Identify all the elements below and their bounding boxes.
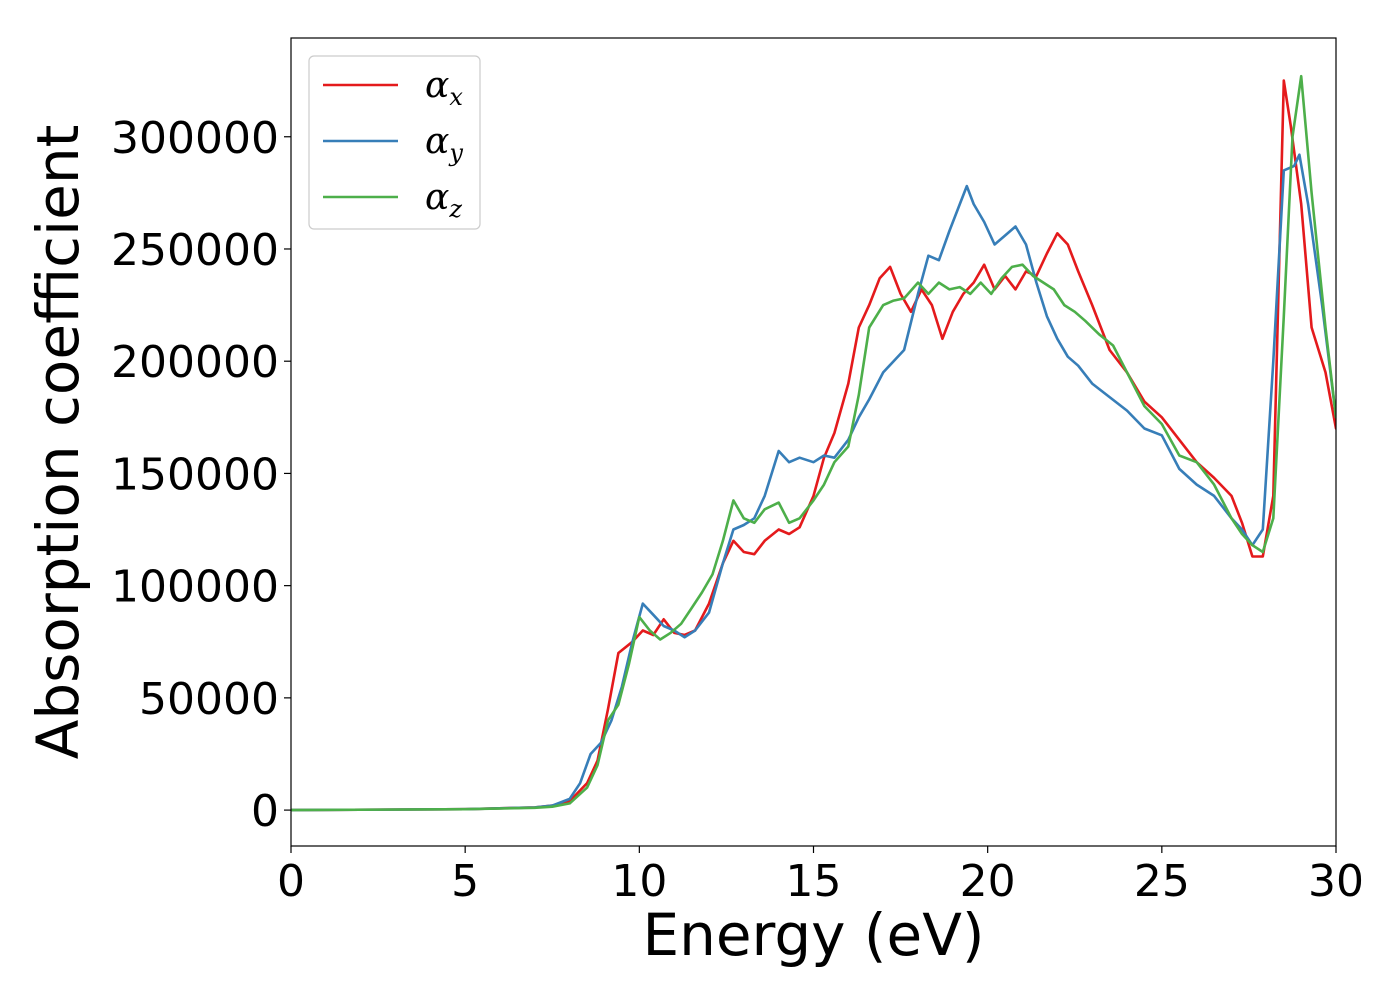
legend-label-x: αx	[425, 65, 463, 111]
series-line-z	[291, 74, 1336, 812]
x-tick-label: 5	[451, 856, 479, 907]
y-tick-label: 250000	[111, 225, 279, 276]
x-axis-label: Energy (eV)	[642, 901, 984, 969]
y-tick-label: 50000	[139, 674, 279, 725]
legend-symbol: α	[425, 121, 449, 162]
y-axis-ticks: 0 50000 100000 150000 200000 250000 300000	[111, 113, 291, 837]
x-tick-label: 0	[277, 856, 305, 907]
x-tick-label: 15	[786, 856, 842, 907]
y-tick-label: 100000	[111, 562, 279, 613]
legend-label-y: αy	[425, 121, 463, 167]
series-layer	[291, 74, 1336, 812]
legend-label-z: αz	[425, 177, 462, 223]
y-tick-label: 0	[251, 786, 279, 837]
legend-subscript: x	[449, 83, 463, 111]
y-tick-label: 300000	[111, 113, 279, 164]
x-tick-label: 20	[960, 856, 1016, 907]
x-tick-label: 10	[611, 856, 667, 907]
y-tick-label: 150000	[111, 449, 279, 500]
y-tick-label: 200000	[111, 337, 279, 388]
legend-symbol: α	[425, 65, 449, 106]
legend-subscript: y	[448, 139, 463, 167]
legend-box	[308, 55, 481, 230]
legend-subscript: z	[448, 195, 462, 223]
x-tick-label: 30	[1308, 856, 1364, 907]
x-tick-label: 25	[1134, 856, 1190, 907]
y-axis-label: Absorption coefficient	[24, 125, 92, 760]
legend-symbol: α	[425, 177, 449, 218]
x-axis-ticks: 0 5 10 15 20 25 30	[277, 846, 1364, 907]
series-line-y	[291, 153, 1336, 812]
